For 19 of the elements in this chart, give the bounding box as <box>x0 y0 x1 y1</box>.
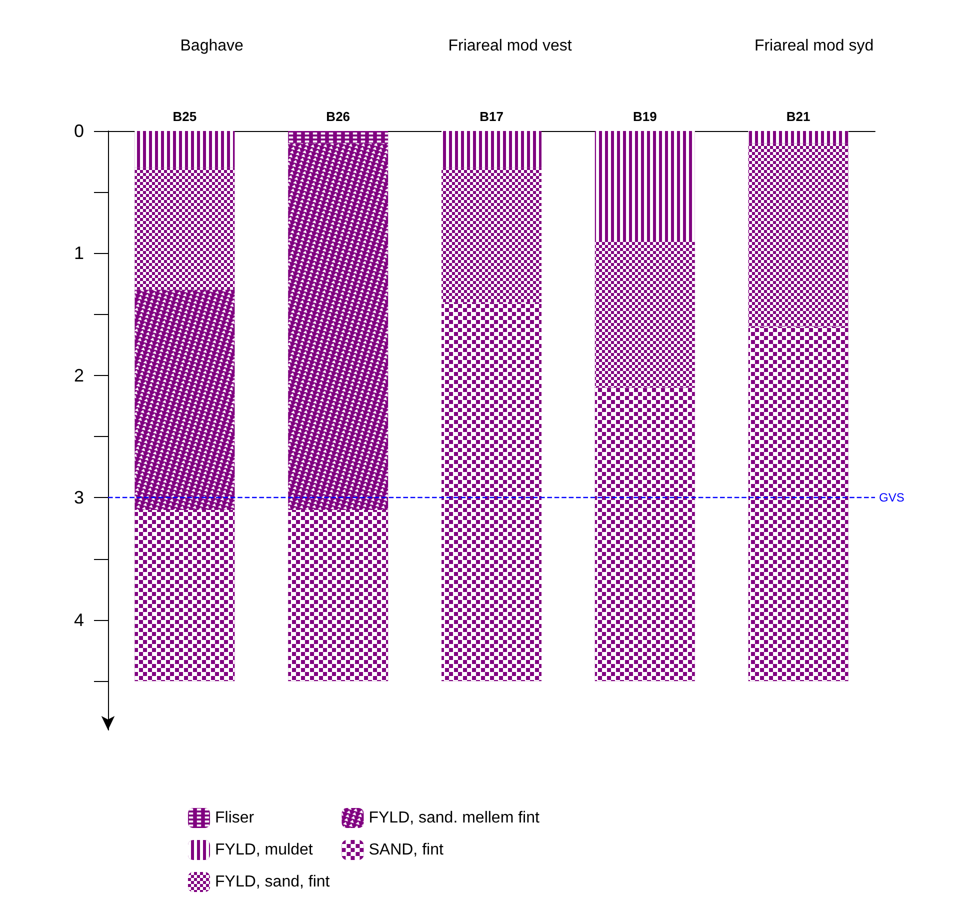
legend-label: SAND, fint <box>368 842 444 858</box>
y-tick-label: 2 <box>74 365 84 386</box>
legend-label: FYLD, sand. mellem fint <box>368 810 540 826</box>
text: Friareal mod vest <box>448 38 572 54</box>
legend-label: FYLD, muldet <box>215 842 314 858</box>
x-tick-label: B26 <box>326 109 350 124</box>
y-tick-label: 0 <box>74 121 84 141</box>
x-tick-label: B17 <box>480 109 504 124</box>
legend-label: Fliser <box>215 810 255 826</box>
y-tick-label: 4 <box>74 610 84 630</box>
y-tick-label: 1 <box>74 243 84 264</box>
ref-line-label: GVS <box>879 490 904 505</box>
legend-label: FYLD, sand, fint <box>215 874 330 890</box>
text: Baghave <box>180 38 244 54</box>
x-tick-label: B19 <box>632 109 657 124</box>
y-tick-label: 3 <box>74 488 84 508</box>
x-tick-label: B25 <box>172 109 197 124</box>
x-tick-label: B21 <box>786 109 810 124</box>
text: Friareal mod syd <box>754 38 874 54</box>
